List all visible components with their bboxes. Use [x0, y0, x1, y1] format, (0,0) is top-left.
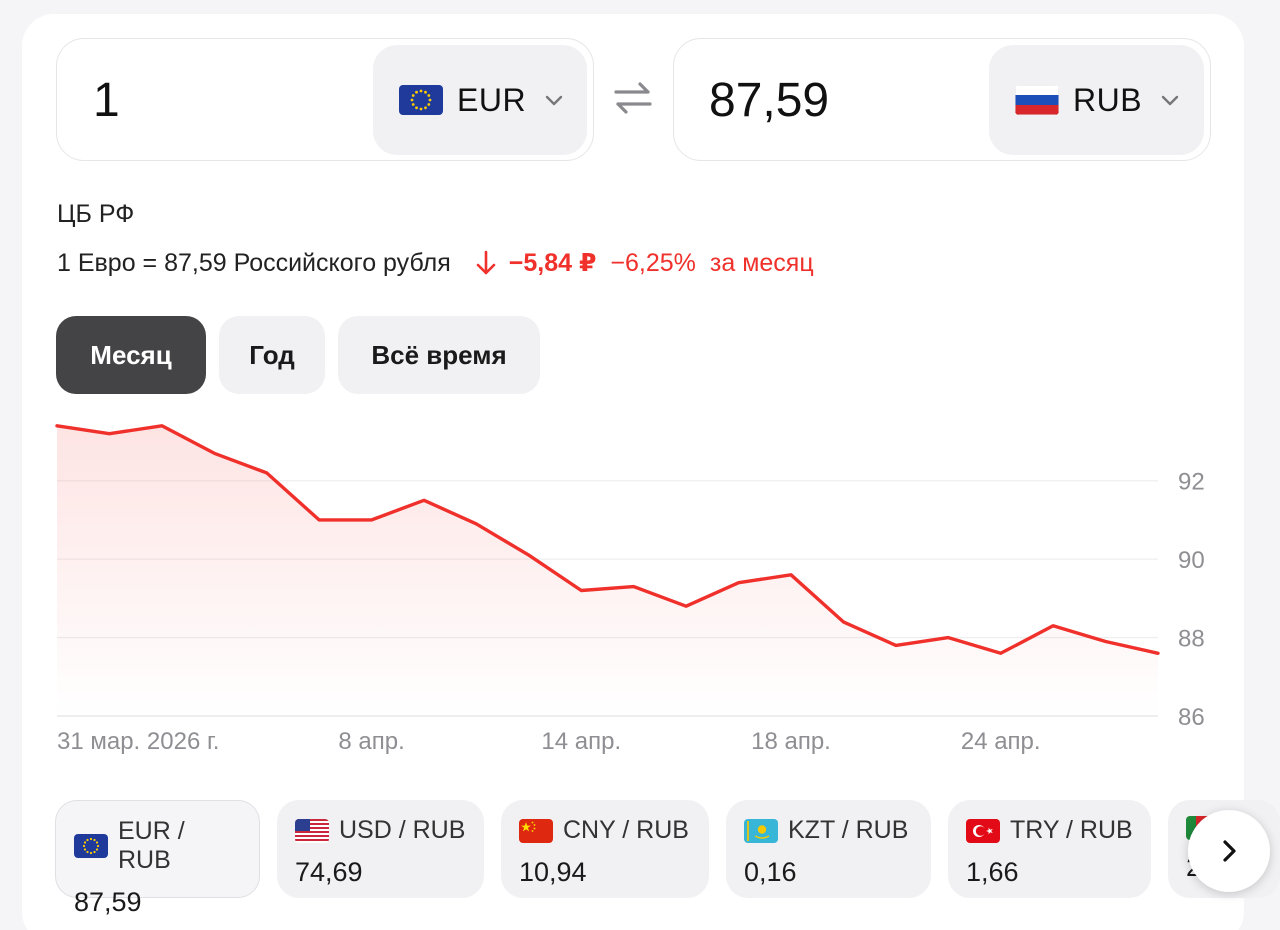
to-amount-input[interactable]: 87,59 — [709, 74, 830, 127]
chart-data-point[interactable] — [837, 616, 849, 628]
chart-data-point[interactable] — [628, 581, 640, 593]
china-flag-icon — [519, 818, 553, 843]
to-currency-code: RUB — [1073, 81, 1143, 118]
chart-data-point[interactable] — [523, 549, 535, 561]
pair-value: 0,16 — [744, 857, 797, 887]
x-tick-label: 24 апр. — [961, 728, 1041, 755]
chart-data-point[interactable] — [313, 514, 325, 526]
pair-chip-cny-rub[interactable]: CNY / RUB 10,94 — [501, 800, 709, 898]
pair-label: CNY / RUB — [563, 816, 689, 844]
pair-chip-kzt-rub[interactable]: KZT / RUB 0,16 — [726, 800, 931, 898]
y-tick-label: 86 — [1178, 704, 1205, 731]
chart-series-line — [55, 424, 1160, 655]
pair-chip-usd-rub[interactable]: USD / RUB 74,69 — [277, 800, 484, 898]
chart-data-point[interactable] — [733, 577, 745, 589]
chart-data-point[interactable] — [785, 569, 797, 581]
tab-year[interactable]: Год — [219, 316, 325, 394]
chart-data-point[interactable] — [103, 428, 115, 440]
from-currency-field[interactable]: 1 EUR — [56, 38, 594, 161]
to-currency-field[interactable]: 87,59 RUB — [673, 38, 1211, 161]
from-currency-select[interactable]: EUR — [373, 45, 587, 155]
pair-value: 87,59 — [74, 887, 142, 917]
eu-flag-icon — [74, 834, 108, 858]
chart-data-point[interactable] — [156, 420, 168, 432]
russia-flag-icon — [1015, 85, 1059, 115]
chart-data-point[interactable] — [575, 585, 587, 597]
chart-data-point[interactable] — [51, 420, 63, 432]
rate-change-period: за месяц — [709, 248, 814, 277]
chart-data-point[interactable] — [366, 514, 378, 526]
chart-data-point[interactable] — [995, 647, 1007, 659]
pair-value: 10,94 — [519, 857, 587, 887]
pair-value: 74,69 — [295, 857, 363, 887]
chart-data-point[interactable] — [470, 518, 482, 530]
chevron-right-icon — [1223, 840, 1236, 862]
x-tick-label: 18 апр. — [751, 728, 831, 755]
chart-data-point[interactable] — [942, 632, 954, 644]
x-tick-label: 8 апр. — [338, 728, 404, 755]
y-tick-label: 92 — [1178, 469, 1205, 496]
swap-arrows-icon[interactable] — [612, 80, 654, 116]
pair-label: USD / RUB — [339, 816, 466, 844]
pair-value: 1,66 — [966, 857, 1019, 887]
y-tick-label: 88 — [1178, 626, 1205, 653]
y-tick-label: 90 — [1178, 547, 1205, 574]
next-pairs-button[interactable] — [1188, 810, 1270, 892]
tab-all-time[interactable]: Всё время — [338, 316, 540, 394]
pair-label: EUR / RUB — [118, 817, 185, 874]
rate-change-absolute: −5,84 ₽ — [508, 249, 597, 277]
rate-change-percent: −6,25% — [610, 248, 696, 277]
chart-data-point[interactable] — [261, 467, 273, 479]
chart-data-point[interactable] — [418, 494, 430, 506]
chevron-down-icon — [1161, 95, 1179, 106]
x-tick-label: 31 мар. 2026 г. — [57, 728, 219, 755]
from-currency-code: EUR — [457, 81, 527, 118]
chart-data-point[interactable] — [680, 600, 692, 612]
turkey-flag-icon — [966, 818, 1000, 843]
chart-data-point[interactable] — [1047, 620, 1059, 632]
chart-area-fill — [57, 425, 1158, 716]
to-currency-select[interactable]: RUB — [989, 45, 1204, 155]
from-amount-input[interactable]: 1 — [93, 74, 120, 127]
chart-data-point[interactable] — [890, 639, 902, 651]
chart-data-point[interactable] — [1100, 636, 1112, 648]
arrow-down-icon — [476, 250, 496, 275]
eu-flag-icon — [399, 85, 443, 115]
x-tick-label: 14 апр. — [541, 728, 621, 755]
usa-flag-icon — [295, 818, 329, 843]
chart-data-point[interactable] — [208, 447, 220, 459]
currency-pairs-list: EUR / RUB 87,59 USD / RUB 74,69 — [0, 800, 1280, 917]
pair-chip-eur-rub[interactable]: EUR / RUB 87,59 — [55, 800, 260, 917]
pair-label: KZT / RUB — [788, 816, 909, 844]
tab-month[interactable]: Месяц — [56, 316, 206, 394]
pair-label: TRY / RUB — [1010, 816, 1133, 844]
chevron-down-icon — [545, 95, 563, 106]
rate-source: ЦБ РФ — [57, 200, 135, 228]
kazakhstan-flag-icon — [744, 818, 778, 843]
rate-summary: 1 Евро = 87,59 Российского рубля −5,84 ₽… — [57, 248, 814, 278]
chart-data-point[interactable] — [1152, 647, 1164, 659]
pair-chip-try-rub[interactable]: TRY / RUB 1,66 — [948, 800, 1151, 898]
rate-description: 1 Евро = 87,59 Российского рубля — [57, 248, 451, 277]
